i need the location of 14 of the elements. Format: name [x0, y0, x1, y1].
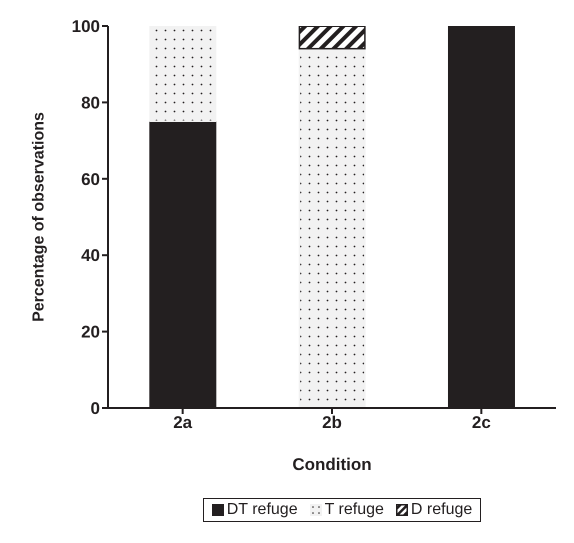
legend-label: T refuge [324, 501, 384, 519]
x-tick-label: 2b [322, 413, 342, 432]
legend-label: D refuge [410, 501, 472, 519]
y-tick-label: 40 [81, 246, 100, 266]
x-tick-label: 2c [472, 413, 491, 432]
y-tick-label: 0 [90, 399, 100, 418]
y-tick-label: 100 [72, 17, 100, 36]
y-tick-label: 60 [81, 170, 100, 189]
x-axis-title: Condition [292, 455, 372, 474]
y-tick-label: 20 [81, 322, 100, 342]
legend-label: DT refuge [226, 501, 298, 519]
y-axis-title: Percentage of observations [30, 112, 48, 322]
x-tick-label: 2a [173, 413, 193, 432]
y-tick-label: 80 [81, 93, 100, 112]
